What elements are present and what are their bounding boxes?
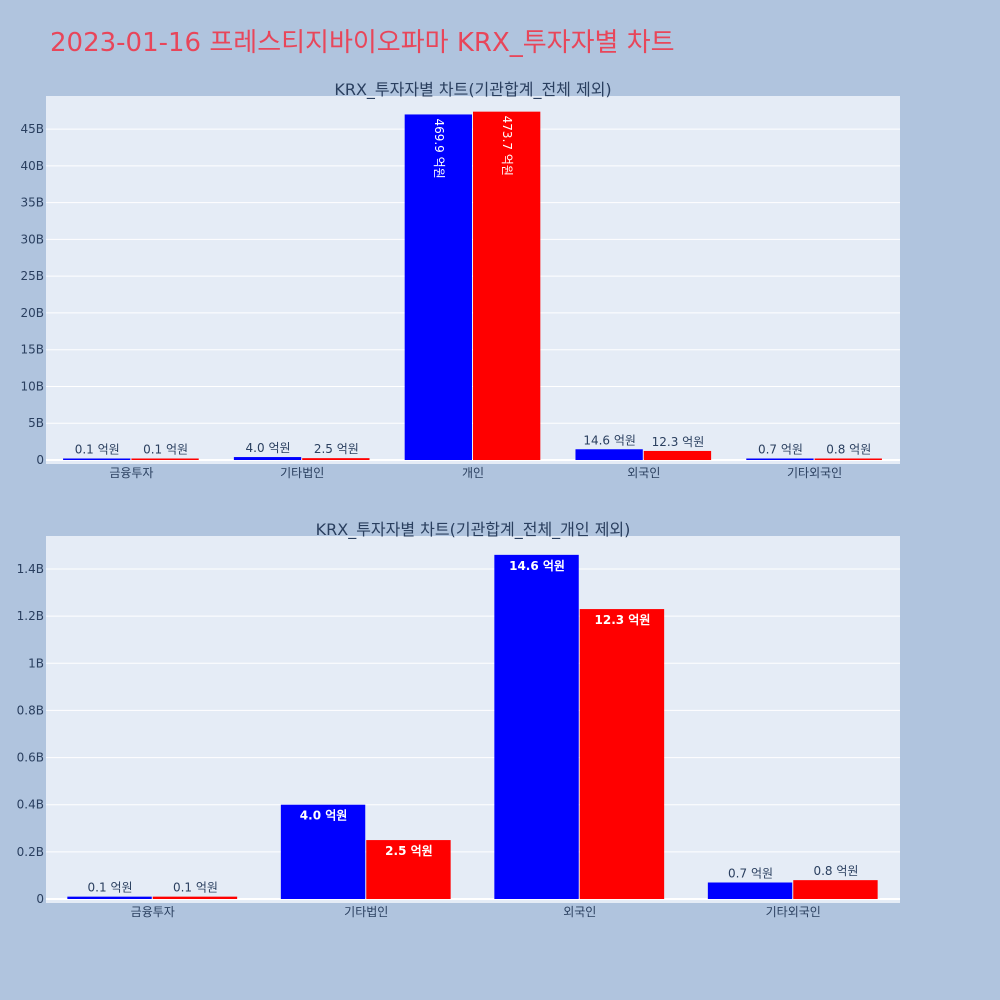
data-label: 0.7 억원	[728, 867, 773, 881]
y-tick-label: 0.2B	[17, 845, 44, 859]
bar	[152, 896, 238, 899]
bar	[280, 804, 366, 899]
x-tick-label: 외국인	[627, 466, 660, 480]
y-tick-label: 0	[36, 453, 44, 467]
y-tick-label: 25B	[20, 269, 44, 283]
y-tick-label: 1B	[28, 656, 44, 670]
y-tick-label: 45B	[20, 122, 44, 136]
bar	[233, 457, 302, 460]
x-tick-label: 기타법인	[344, 905, 388, 919]
data-label: 4.0 억원	[300, 809, 348, 823]
bar	[746, 458, 814, 460]
y-tick-label: 0.6B	[17, 751, 44, 765]
plot-area	[46, 536, 900, 903]
x-tick-label: 기타법인	[280, 466, 324, 480]
bar	[579, 609, 665, 899]
data-label: 0.7 억원	[758, 443, 803, 457]
y-tick-label: 20B	[20, 306, 44, 320]
bar	[63, 458, 131, 460]
x-tick-label: 외국인	[563, 905, 596, 919]
x-tick-label: 금융투자	[131, 905, 175, 919]
data-label: 0.8 억원	[813, 864, 858, 878]
y-tick-label: 0.8B	[17, 703, 44, 717]
data-label: 2.5 억원	[385, 844, 433, 858]
data-label: 0.1 억원	[143, 443, 188, 457]
data-label: 14.6 억원	[583, 433, 636, 447]
page-title: 2023-01-16 프레스티지바이오파마 KRX_투자자별 차트	[50, 28, 675, 58]
x-tick-label: 기타외국인	[766, 905, 821, 919]
bar	[366, 840, 451, 899]
data-label: 0.1 억원	[173, 881, 218, 895]
bar	[814, 458, 882, 460]
bar	[404, 114, 472, 461]
data-label: 0.8 억원	[826, 443, 871, 457]
chart-title: KRX_투자자별 차트(기관합계_전체_개인 제외)	[316, 520, 631, 540]
data-label: 4.0 억원	[246, 441, 291, 455]
x-tick-label: 기타외국인	[787, 466, 842, 480]
bar	[793, 880, 878, 899]
y-tick-label: 0	[36, 892, 44, 906]
y-tick-label: 40B	[20, 159, 44, 173]
data-label: 473.7 억원	[500, 116, 514, 176]
data-label: 0.1 억원	[75, 443, 120, 457]
y-tick-label: 5B	[28, 416, 44, 430]
y-tick-label: 30B	[20, 232, 44, 246]
data-label: 12.3 억원	[652, 435, 705, 449]
bar	[302, 458, 370, 460]
x-tick-label: 개인	[462, 466, 484, 480]
data-label: 12.3 억원	[595, 613, 651, 627]
y-tick-label: 1.2B	[17, 609, 44, 623]
data-label: 0.1 억원	[88, 881, 133, 895]
chart-title: KRX_투자자별 차트(기관합계_전체 제외)	[334, 80, 611, 100]
data-label: 14.6 억원	[509, 559, 565, 573]
bar	[131, 458, 199, 460]
bar	[473, 111, 541, 461]
data-label: 469.9 억원	[432, 118, 446, 178]
y-tick-label: 1.4B	[17, 562, 44, 576]
chart-bottom: 0 0.2B 0.4B 0.6B 0.8B 1B 1.2B 1.4B KRX_투자자별 차트(기…	[17, 520, 900, 919]
bar	[67, 896, 152, 899]
y-tick-label: 15B	[20, 343, 44, 357]
y-tick-label: 35B	[20, 196, 44, 210]
y-tick-label: 10B	[20, 379, 44, 393]
bar	[494, 554, 579, 899]
data-label: 2.5 억원	[314, 442, 359, 456]
bar	[643, 450, 712, 460]
chart-top: 0 5B 10B 15B 20B 25B 30B 35B 40B 45B KRX_투자자별 차트(기…	[20, 80, 900, 480]
bar	[575, 449, 643, 460]
bar	[707, 882, 793, 899]
y-tick-label: 0.4B	[17, 798, 44, 812]
x-tick-label: 금융투자	[109, 466, 153, 480]
